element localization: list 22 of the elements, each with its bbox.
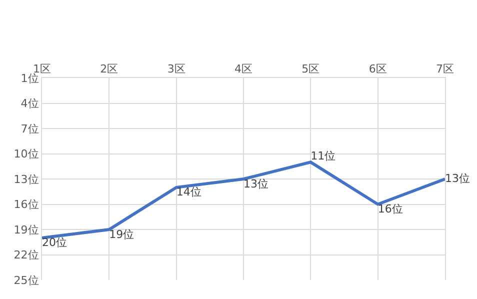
y-tick-label: 10位 <box>14 148 39 161</box>
x-tick-label: 2区 <box>100 62 118 76</box>
y-tick-label: 4位 <box>20 97 39 110</box>
y-tick-label: 16位 <box>14 198 39 212</box>
data-label: 13位 <box>244 177 268 190</box>
data-label: 20位 <box>42 236 67 250</box>
x-tick-label: 3区 <box>167 62 186 76</box>
data-label: 14位 <box>176 186 202 199</box>
data-label: 11位 <box>310 149 336 162</box>
data-label: 19位 <box>109 228 134 241</box>
data-label: 13位 <box>445 172 470 185</box>
x-tick-label: 4区 <box>234 62 252 76</box>
y-tick-label: 22位 <box>14 248 39 262</box>
y-tick-label: 1位 <box>20 72 39 85</box>
data-label: 16位 <box>378 202 403 216</box>
y-tick-label: 13位 <box>14 172 39 186</box>
x-tick-label: 5区 <box>302 62 320 76</box>
x-tick-label: 7区 <box>436 62 454 76</box>
y-tick-label: 25位 <box>14 274 39 287</box>
x-tick-label: 6区 <box>368 62 387 76</box>
y-tick-label: 19位 <box>14 223 39 236</box>
y-tick-label: 7位 <box>20 122 39 136</box>
